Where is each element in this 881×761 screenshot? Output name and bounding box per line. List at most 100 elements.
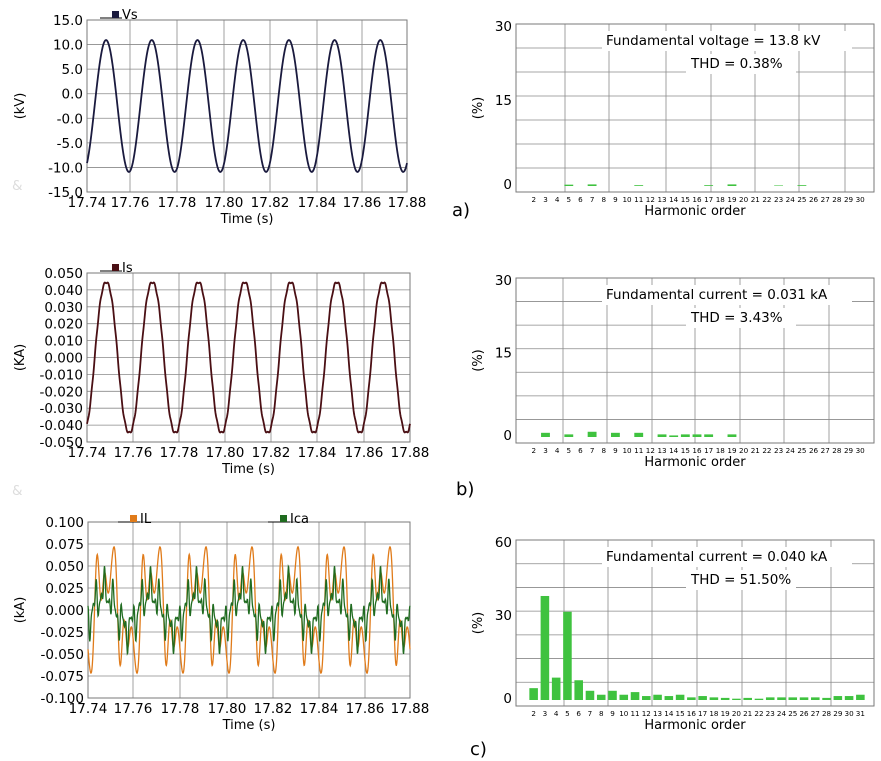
y-tick-label: 0.025: [45, 581, 84, 597]
y-tick-label: 0.0: [62, 87, 83, 103]
harmonic-order-label: 24: [786, 446, 796, 455]
y-axis-label: (KA): [13, 344, 28, 371]
harmonic-bar: [657, 434, 667, 437]
harmonic-order-label: 24: [786, 195, 796, 204]
harmonic-bar: [587, 184, 597, 186]
harmonic-bar: [777, 697, 786, 700]
harmonic-order-label: 20: [739, 446, 749, 455]
harmonic-bar: [727, 434, 737, 437]
series-line-vs: [86, 39, 408, 173]
y-tick-label: 0.020: [44, 317, 83, 333]
b-time-chart: 0.0500.0400.0300.0200.0100.000-0.010-0.0…: [13, 261, 429, 477]
harmonic-order-label: 27: [811, 709, 820, 718]
harmonic-order-label: 3: [543, 446, 548, 455]
harmonic-bar: [743, 697, 752, 700]
harmonic-order-label: 11: [634, 195, 643, 204]
harmonic-order-label: 28: [832, 446, 842, 455]
harmonic-bar: [540, 595, 550, 700]
harmonic-order-label: 23: [774, 446, 783, 455]
x-tick-label: 17.76: [114, 445, 153, 461]
panel-label: b): [456, 479, 474, 500]
harmonic-order-label: 20: [732, 709, 742, 718]
harmonic-order-label: 16: [692, 195, 702, 204]
x-tick-label: 17.86: [343, 195, 382, 211]
y-tick-label: -0.100: [40, 691, 84, 707]
y-tick-label: 0.030: [44, 300, 83, 316]
harmonic-order-label: 28: [822, 709, 832, 718]
harmonic-bar: [664, 696, 674, 700]
thd-annotation: THD = 0.38%: [690, 56, 783, 72]
harmonic-order-label: 30: [856, 195, 866, 204]
harmonic-order-label: 7: [590, 446, 595, 455]
y-axis-label: (%): [471, 349, 486, 372]
plot-frame: [86, 19, 408, 193]
annotation-bg: [602, 31, 852, 51]
y-tick-label: -0.040: [39, 418, 83, 434]
annotation-bg: [686, 308, 796, 328]
stray-mark: &: [12, 178, 23, 194]
legend-label: Ica: [290, 512, 309, 527]
harmonic-order-label: 9: [613, 195, 618, 204]
harmonic-order-label: 7: [588, 709, 593, 718]
harmonic-order-label: 6: [578, 446, 583, 455]
harmonic-bar: [704, 185, 714, 186]
harmonic-order-label: 14: [669, 195, 679, 204]
harmonic-bar: [675, 694, 685, 700]
thd-annotation: THD = 51.50%: [690, 572, 791, 588]
y-tick-label: 10.0: [53, 38, 83, 54]
harmonic-order-label: 15: [681, 446, 690, 455]
harmonic-bar: [799, 697, 809, 700]
annotation-bg: [602, 285, 852, 305]
x-tick-label: 17.84: [298, 445, 337, 461]
harmonic-order-label: 10: [622, 446, 632, 455]
y-tick-label: -5.0: [57, 136, 83, 152]
harmonic-order-label: 6: [578, 195, 583, 204]
harmonic-order-label: 22: [762, 446, 771, 455]
harmonic-order-label: 15: [681, 195, 690, 204]
harmonic-order-label: 4: [554, 709, 559, 718]
harmonic-order-label: 31: [856, 709, 865, 718]
y-axis-label: (%): [471, 612, 486, 635]
harmonic-order-label: 5: [565, 709, 570, 718]
harmonic-order-label: 9: [610, 709, 615, 718]
series-line-ica: [87, 564, 411, 656]
harmonic-order-label: 13: [653, 709, 662, 718]
harmonic-bar: [574, 680, 583, 700]
harmonic-bar: [596, 694, 606, 700]
x-axis-label: Harmonic order: [644, 718, 746, 733]
y-tick-label: -0.0: [57, 111, 83, 127]
harmonic-bar: [653, 694, 662, 700]
annotation-bg: [602, 547, 852, 567]
x-axis-label: Harmonic order: [644, 204, 746, 219]
plot-frame: [515, 23, 875, 193]
x-axis-label: Harmonic order: [644, 455, 746, 470]
harmonic-bar: [563, 611, 572, 700]
y-tick-label: 0.010: [44, 334, 83, 350]
y-axis-label: (%): [471, 97, 486, 120]
harmonic-bar: [687, 697, 696, 700]
harmonic-order-label: 2: [531, 709, 536, 718]
y-tick-label: 30: [495, 273, 512, 289]
x-tick-label: 17.76: [111, 195, 150, 211]
harmonic-order-label: 30: [845, 709, 855, 718]
harmonic-bar: [732, 698, 741, 700]
panel-label: c): [470, 739, 487, 760]
harmonic-order-label: 5: [567, 195, 572, 204]
harmonic-order-label: 25: [797, 195, 806, 204]
harmonic-order-label: 12: [646, 195, 655, 204]
harmonic-bar: [774, 185, 784, 186]
harmonic-order-label: 16: [687, 709, 697, 718]
y-tick-label: 0.000: [45, 603, 84, 619]
x-tick-label: 17.86: [345, 445, 384, 461]
harmonic-bar: [634, 432, 644, 437]
y-tick-label: 15: [495, 93, 512, 109]
harmonic-bar: [529, 688, 538, 700]
x-tick-label: 17.84: [298, 195, 337, 211]
harmonic-order-label: 4: [555, 195, 560, 204]
x-tick-label: 17.84: [300, 701, 339, 717]
harmonic-bar: [844, 696, 854, 700]
legend-swatch: [130, 515, 137, 522]
harmonic-order-label: 17: [704, 446, 713, 455]
harmonic-order-label: 22: [754, 709, 763, 718]
